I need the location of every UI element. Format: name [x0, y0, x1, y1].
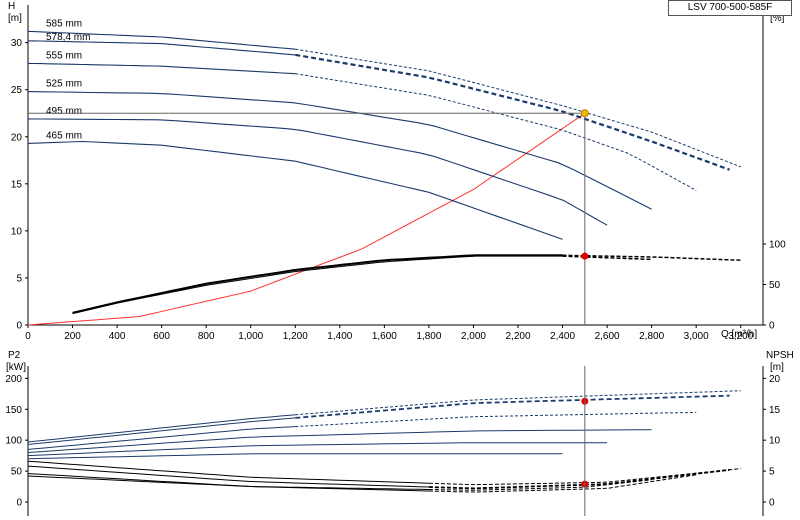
x-tick-label: 1,000	[238, 331, 263, 342]
y-axis-left-title: H	[8, 1, 15, 12]
x-tick-label: 2,800	[639, 331, 664, 342]
p2-axis-title: P2	[8, 350, 21, 361]
y-axis-right-unit: [%]	[770, 13, 785, 24]
npsh-tick-label: 15	[769, 405, 781, 416]
model-label: LSV 700-500-585F	[668, 0, 792, 16]
eta-tick-label: 0	[769, 321, 775, 332]
power-curve-2	[27, 426, 296, 450]
h-tick-label: 25	[11, 85, 23, 96]
p2-axis-unit: [kW]	[6, 362, 26, 373]
h-tick-label: 10	[11, 226, 23, 237]
head-curve-label: 525 mm	[46, 79, 82, 90]
head-curve-0	[27, 30, 296, 50]
x-tick-label: 200	[64, 331, 81, 342]
power-curve-3	[27, 429, 652, 453]
x-tick-label: 2,400	[550, 331, 575, 342]
x-tick-label: 2,200	[505, 331, 530, 342]
p2-tick-label: 50	[11, 467, 23, 478]
x-tick-label: 1,400	[327, 331, 352, 342]
npsh-curve-0	[27, 460, 429, 484]
duty-point-head-marker	[580, 109, 589, 118]
head-curve-label: 578,4 mm	[46, 32, 90, 43]
power-curve-dashed-0	[295, 390, 741, 416]
x-tick-label: 2,000	[461, 331, 486, 342]
efficiency-curve-1	[72, 255, 563, 315]
head-curve-label: 585 mm	[46, 18, 82, 29]
head-curve-label: 465 mm	[46, 130, 82, 141]
x-tick-label: 1,200	[283, 331, 308, 342]
eta-tick-label: 50	[769, 280, 781, 291]
x-axis-title: Q [m³/h]	[721, 329, 757, 340]
head-curve-2	[27, 62, 296, 75]
x-tick-label: 1,600	[372, 331, 397, 342]
eta-tick-label: 100	[769, 240, 786, 251]
duty-point-eta-marker	[581, 252, 589, 260]
head-curve-dashed-0	[295, 48, 741, 168]
h-tick-label: 0	[16, 321, 22, 332]
h-tick-label: 20	[11, 132, 23, 143]
power-curve-0	[27, 414, 296, 443]
npsh-axis-title: NPSH	[766, 350, 794, 361]
x-tick-label: 2,600	[595, 331, 620, 342]
power-curve-dashed-1	[295, 394, 730, 419]
npsh-curve-1	[27, 465, 429, 488]
npsh-tick-label: 10	[769, 436, 781, 447]
h-tick-label: 30	[11, 38, 23, 49]
x-tick-label: 3,200	[728, 331, 753, 342]
efficiency-curve-0	[72, 254, 563, 314]
head-curve-1	[27, 40, 296, 56]
head-curve-3	[27, 91, 652, 210]
head-curve-label: 495 mm	[46, 106, 82, 117]
npsh-tick-label: 0	[769, 498, 775, 509]
x-tick-label: 800	[198, 331, 215, 342]
power-curve-dashed-2	[295, 411, 697, 428]
x-tick-label: 3,000	[684, 331, 709, 342]
p2-tick-label: 150	[5, 405, 22, 416]
power-curve-4	[27, 442, 608, 457]
p2-tick-label: 200	[5, 374, 22, 385]
npsh-tick-label: 20	[769, 374, 781, 385]
npsh-curve-dashed-2	[428, 474, 697, 493]
power-curve-1	[27, 417, 296, 445]
x-tick-label: 400	[109, 331, 126, 342]
head-curve-dashed-2	[295, 73, 697, 191]
head-curve-4	[27, 118, 608, 226]
p2-tick-label: 100	[5, 436, 22, 447]
npsh-tick-label: 5	[769, 467, 775, 478]
head-curve-label: 555 mm	[46, 50, 82, 61]
efficiency-curve-dashed-1	[562, 255, 652, 261]
system-curve	[27, 112, 586, 326]
head-curve-5	[27, 140, 563, 240]
npsh-axis-unit: [m]	[770, 362, 784, 373]
power-curve-5	[27, 453, 563, 460]
x-tick-label: 1,800	[416, 331, 441, 342]
npsh-curve-dashed-1	[428, 469, 730, 490]
x-tick-label: 0	[25, 331, 31, 342]
npsh-curve-3	[27, 475, 429, 490]
head-curve-dashed-1	[295, 53, 730, 171]
npsh-curve-dashed-3	[428, 479, 652, 491]
p2-tick-label: 0	[16, 498, 22, 509]
h-tick-label: 15	[11, 179, 23, 190]
h-tick-label: 5	[16, 273, 22, 284]
y-axis-left-unit: [m]	[8, 13, 22, 24]
x-tick-label: 600	[153, 331, 170, 342]
